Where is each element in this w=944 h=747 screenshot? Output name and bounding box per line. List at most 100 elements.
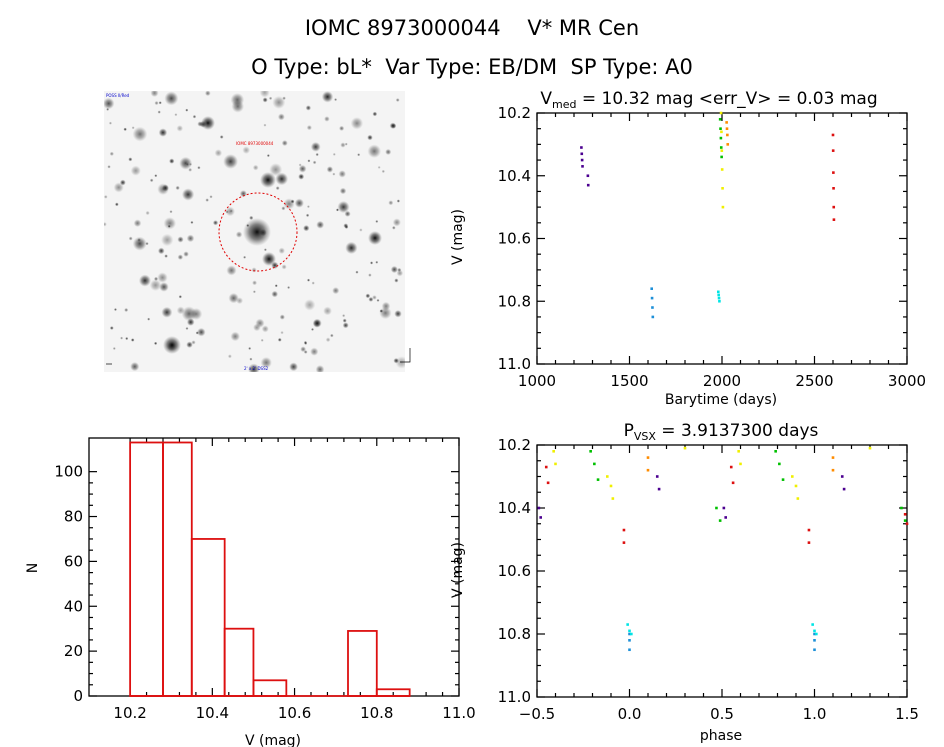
star bbox=[128, 236, 133, 241]
star bbox=[130, 165, 141, 176]
phased-point bbox=[778, 462, 781, 466]
star bbox=[160, 233, 174, 247]
star bbox=[124, 307, 129, 313]
star bbox=[154, 100, 159, 106]
target-marker-circle bbox=[218, 192, 298, 272]
phased-xtick-label: 0.0 bbox=[618, 705, 642, 723]
star bbox=[169, 158, 175, 164]
phased-point bbox=[796, 497, 800, 500]
star bbox=[179, 156, 193, 170]
lightcurve-xtick-label: 2500 bbox=[795, 372, 833, 390]
histogram-ylabel: N bbox=[25, 563, 41, 573]
phased-point bbox=[537, 506, 541, 510]
star bbox=[132, 236, 147, 251]
star bbox=[185, 326, 189, 330]
star bbox=[357, 153, 361, 157]
star bbox=[204, 91, 211, 97]
lightcurve-point bbox=[719, 146, 723, 149]
histogram-bar bbox=[162, 441, 193, 697]
star bbox=[252, 280, 258, 286]
star bbox=[132, 126, 148, 142]
star bbox=[372, 295, 377, 300]
star bbox=[178, 295, 182, 299]
star bbox=[393, 357, 399, 364]
histogram-frame bbox=[88, 437, 460, 697]
lightcurve-point bbox=[832, 218, 836, 221]
star bbox=[181, 188, 195, 201]
star bbox=[287, 286, 291, 290]
star bbox=[192, 114, 197, 119]
phased-point bbox=[628, 632, 631, 636]
lightcurve-ytick-label: 10.8 bbox=[498, 292, 531, 310]
star bbox=[260, 356, 272, 369]
star bbox=[177, 254, 184, 260]
phased-point bbox=[606, 475, 609, 478]
lightcurve-point bbox=[651, 306, 654, 309]
star bbox=[300, 346, 307, 353]
star bbox=[392, 218, 401, 227]
star bbox=[330, 333, 334, 338]
histogram-ytick-label: 60 bbox=[64, 552, 83, 570]
star bbox=[114, 202, 119, 207]
lightcurve-xtick-label: 1500 bbox=[610, 372, 648, 390]
star bbox=[342, 314, 346, 318]
phased-point bbox=[611, 497, 615, 500]
star bbox=[157, 110, 161, 114]
phased-ytick-label: 11.0 bbox=[498, 688, 531, 706]
phased-point bbox=[655, 475, 659, 478]
star bbox=[367, 134, 373, 141]
star bbox=[227, 354, 232, 359]
star bbox=[190, 307, 203, 320]
star bbox=[375, 219, 379, 223]
lightcurve-point bbox=[586, 174, 590, 178]
star bbox=[149, 178, 154, 183]
star bbox=[235, 231, 243, 238]
star bbox=[131, 126, 135, 130]
phased-point bbox=[781, 478, 785, 481]
star bbox=[104, 97, 115, 110]
star bbox=[397, 267, 402, 273]
star bbox=[137, 238, 142, 242]
star bbox=[298, 164, 307, 173]
star bbox=[163, 217, 177, 230]
phased-point bbox=[903, 519, 907, 522]
lightcurve-point bbox=[831, 133, 835, 137]
star bbox=[169, 210, 173, 214]
chart-subtitle: O Type: bL* Var Type: EB/DM SP Type: A0 bbox=[251, 55, 693, 79]
lightcurve-point bbox=[720, 130, 723, 134]
lightcurve-point bbox=[720, 168, 724, 171]
star bbox=[312, 318, 322, 328]
phased-point bbox=[628, 629, 631, 633]
star bbox=[305, 213, 310, 218]
star bbox=[161, 184, 169, 192]
phased-point bbox=[831, 456, 835, 459]
star bbox=[188, 167, 193, 172]
star bbox=[388, 200, 394, 206]
star bbox=[294, 198, 304, 208]
phased-point bbox=[813, 639, 816, 642]
star bbox=[381, 169, 385, 174]
star bbox=[150, 91, 159, 98]
phased-point bbox=[729, 465, 733, 469]
star bbox=[339, 125, 345, 131]
star bbox=[186, 341, 193, 348]
phased-point bbox=[842, 487, 846, 491]
phased-title-subscript: VSX bbox=[634, 430, 657, 443]
histogram-ytick-label: 40 bbox=[64, 597, 83, 615]
star bbox=[379, 306, 392, 320]
lightcurve-ylabel: V (mag) bbox=[450, 209, 466, 265]
lightcurve-point bbox=[832, 171, 835, 174]
lightcurve-point bbox=[832, 187, 835, 190]
histogram-plot: V (mag) N 10.2 10.4 10.6 10.8 11.0 0 20 40 60 80 1… bbox=[25, 437, 476, 747]
lightcurve-xtick-label: 2000 bbox=[703, 372, 741, 390]
star bbox=[266, 154, 270, 158]
lightcurve-point bbox=[719, 136, 723, 140]
star bbox=[368, 231, 382, 245]
lightcurve-ytick-label: 10.2 bbox=[498, 104, 531, 122]
star bbox=[223, 154, 239, 169]
histogram-xtick-label: 10.2 bbox=[113, 704, 146, 722]
histogram-bar bbox=[347, 630, 378, 697]
image-label-bottom: 2' x 2' DSS2 bbox=[244, 366, 269, 371]
lightcurve-point bbox=[650, 296, 654, 300]
lightcurve-point bbox=[581, 165, 584, 168]
